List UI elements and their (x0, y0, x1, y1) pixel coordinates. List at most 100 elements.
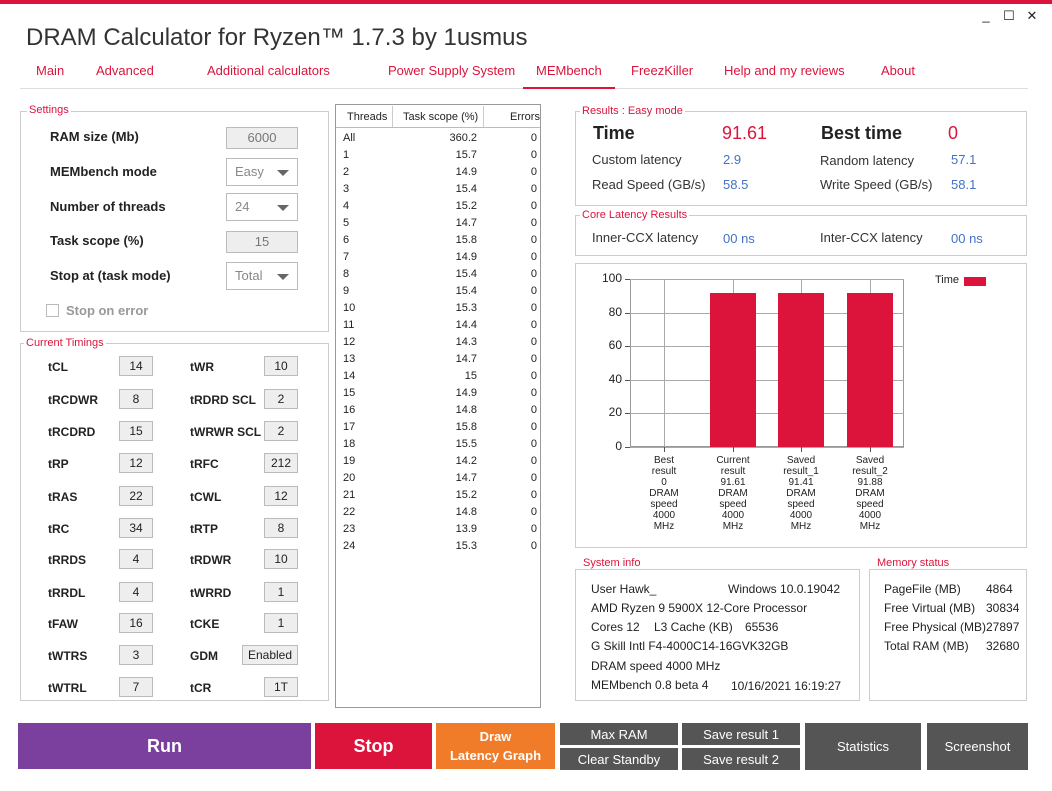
timing-value-twr: 10 (264, 356, 298, 376)
table-row-task-scope: 14.7 (455, 353, 477, 365)
timing-label-gdm: GDM (190, 649, 218, 663)
membench-mode-value: Easy (235, 164, 264, 179)
timing-label-trdwr: tRDWR (190, 553, 232, 567)
x-tick (801, 447, 802, 452)
timing-value-tcwl: 12 (264, 486, 298, 506)
y-tick (625, 279, 630, 280)
table-row-task-scope: 14.8 (455, 506, 477, 518)
y-tick (625, 447, 630, 448)
tab-membench[interactable]: MEMbench (536, 63, 602, 78)
results-group (575, 111, 1027, 206)
table-row-threads: 2 (343, 166, 350, 178)
x-tick-label: Saved result_1 91.41 DRAM speed 4000 MHz (783, 455, 819, 532)
membench-mode-label: MEMbench mode (50, 164, 157, 179)
table-row-task-scope: 14.9 (455, 387, 477, 399)
timing-value-tcr: 1T (264, 677, 298, 697)
x-tick (870, 447, 871, 452)
table-row-threads: 5 (343, 217, 350, 229)
table-row-threads: 16 (343, 404, 356, 416)
y-tick (625, 380, 630, 381)
table-row-threads: 11 (343, 319, 355, 331)
sys-cpu: AMD Ryzen 9 5900X 12-Core Processor (591, 601, 808, 615)
table-row-errors: 0 (530, 404, 537, 416)
table-row-errors: 0 (530, 302, 537, 314)
sys-version: MEMbench 0.8 beta 4 (591, 678, 709, 692)
table-row-threads: 3 (343, 183, 350, 195)
y-tick (625, 413, 630, 414)
table-row-task-scope: 14.8 (455, 404, 477, 416)
tab-additional-calculators[interactable]: Additional calculators (207, 63, 330, 78)
run-button[interactable]: Run (18, 723, 311, 769)
timing-label-trrds: tRRDS (48, 553, 86, 567)
timing-value-trp: 12 (119, 453, 153, 473)
table-row-task-scope: 15.3 (455, 302, 477, 314)
sys-os: Windows 10.0.19042 (728, 582, 841, 596)
timing-value-trc: 34 (119, 518, 153, 538)
timing-label-twr: tWR (190, 360, 214, 374)
stop-on-error-label: Stop on error (66, 303, 149, 318)
x-tick-label: Current result 91.61 DRAM speed 4000 MHz (716, 455, 750, 532)
tab-main[interactable]: Main (36, 63, 65, 78)
timing-label-trfc: tRFC (190, 457, 219, 471)
y-tick (625, 313, 630, 314)
membench-mode-select[interactable]: Easy (226, 158, 298, 186)
table-row-errors: 0 (530, 387, 537, 399)
tab-about[interactable]: About (881, 63, 915, 78)
minimize-button[interactable]: _ (982, 8, 990, 23)
save-result-2-button[interactable]: Save result 2 (682, 748, 800, 770)
col-errors: Errors (510, 111, 540, 123)
tab-advanced[interactable]: Advanced (96, 63, 154, 78)
timing-value-trfc: 212 (264, 453, 298, 473)
table-row-threads: 17 (343, 421, 356, 433)
clear-standby-button[interactable]: Clear Standby (560, 748, 678, 770)
bar-2 (778, 293, 824, 447)
stop-on-error-checkbox[interactable] (46, 304, 59, 317)
draw-latency-graph-button[interactable]: Draw Latency Graph (436, 723, 555, 769)
tab-help-and-reviews[interactable]: Help and my reviews (724, 63, 845, 78)
mem-label: Free Physical (MB) (884, 620, 987, 634)
stop-at-select[interactable]: Total (226, 262, 298, 290)
write-speed-value: 58.1 (951, 177, 977, 192)
table-row-errors: 0 (530, 183, 537, 195)
table-row-threads: 23 (343, 523, 356, 535)
timing-value-trtp: 8 (264, 518, 298, 538)
latency-graph-label: Latency Graph (449, 748, 542, 763)
tab-freezkiller[interactable]: FreezKiller (631, 63, 694, 78)
save-result-1-button[interactable]: Save result 1 (682, 723, 800, 745)
table-row-threads: 24 (343, 540, 356, 552)
read-speed-value: 58.5 (723, 177, 749, 192)
table-row-task-scope: 14.2 (455, 455, 477, 467)
system-info-group (575, 569, 860, 701)
table-row-task-scope: 360.2 (449, 132, 477, 144)
sys-memory: G Skill Intl F4-4000C14-16GVK32GB (591, 639, 789, 653)
maximize-button[interactable]: ☐ (1003, 8, 1015, 23)
tab-power-supply-system[interactable]: Power Supply System (388, 63, 516, 78)
sys-date: 10/16/2021 16:19:27 (731, 679, 842, 693)
table-row-threads: 21 (343, 489, 356, 501)
task-scope-field[interactable]: 15 (226, 231, 298, 253)
table-row-threads: 20 (343, 472, 356, 484)
statistics-button[interactable]: Statistics (805, 723, 921, 770)
y-tick-label: 100 (601, 271, 622, 285)
timing-value-twtrs: 3 (119, 645, 153, 665)
sys-dram-speed: DRAM speed 4000 MHz (591, 659, 721, 673)
threads-select[interactable]: 24 (226, 193, 298, 221)
max-ram-button[interactable]: Max RAM (560, 723, 678, 745)
stop-button[interactable]: Stop (315, 723, 432, 769)
table-row-errors: 0 (530, 353, 537, 365)
table-row-task-scope: 14.7 (455, 472, 477, 484)
sys-user: User Hawk_ (591, 582, 657, 596)
best-time-label: Best time (821, 123, 903, 143)
inter-ccx-value: 00 ns (951, 231, 983, 246)
custom-latency-value: 2.9 (723, 152, 742, 167)
draw-label: Draw (479, 729, 512, 744)
table-row-errors: 0 (530, 217, 537, 229)
close-button[interactable]: ✕ (1026, 8, 1038, 23)
chevron-down-icon (277, 205, 289, 211)
app-title: DRAM Calculator for Ryzen™ 1.7.3 by 1usm… (26, 24, 528, 51)
ram-size-field[interactable]: 6000 (226, 127, 298, 149)
table-row-task-scope: 15.2 (455, 489, 477, 501)
inter-ccx-label: Inter-CCX latency (820, 230, 923, 245)
timing-label-trcdrd: tRCDRD (48, 425, 96, 439)
screenshot-button[interactable]: Screenshot (927, 723, 1028, 770)
